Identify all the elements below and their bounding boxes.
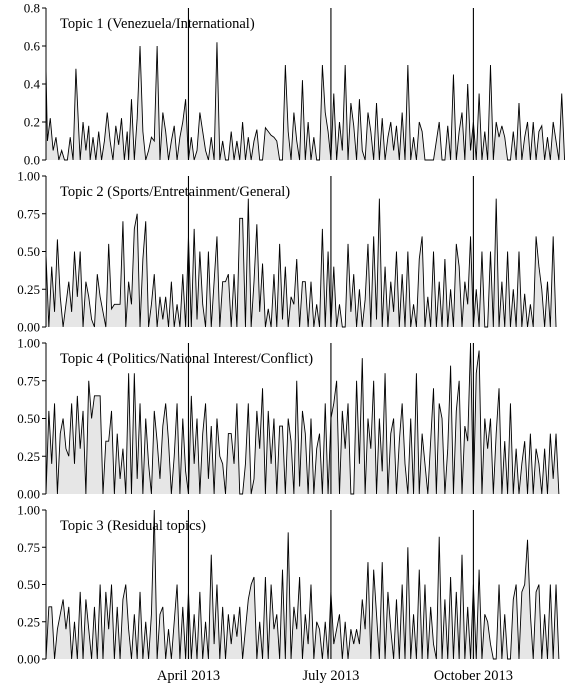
- y-tick-label: 0.6: [24, 39, 41, 54]
- series-line: [45, 198, 557, 328]
- y-tick-label: 0.2: [24, 115, 40, 130]
- area-fill: [46, 42, 565, 161]
- panel-title: Topic 4 (Politics/National Interest/Conf…: [60, 351, 313, 367]
- x-tick-label: October 2013: [434, 668, 513, 684]
- area-fill: [46, 198, 557, 327]
- y-tick-label: 0.75: [17, 373, 40, 388]
- y-tick-label: 0.25: [17, 282, 40, 297]
- panel-3: 0.00 0.25 0.50 0.75 1.00 Topic 4 (Politics/Na…: [17, 336, 560, 502]
- panel-2: 0.00 0.25 0.50 0.75 1.00 Topic 2 (Sports/Entr…: [17, 169, 557, 335]
- y-tick-label: 0.00: [17, 487, 40, 502]
- y-tick-label: 0.8: [24, 1, 40, 16]
- y-tick-label: 0.00: [17, 320, 40, 335]
- panel-1: 0.0 0.2 0.4 0.6 0.8 Topic 1 (Venezuela/Intern…: [24, 1, 566, 168]
- y-tick-label: 0.0: [24, 153, 40, 168]
- x-tick-label: July 2013: [303, 668, 360, 684]
- y-tick-label: 0.25: [17, 449, 40, 464]
- y-tick-label: 0.50: [17, 411, 40, 426]
- panel-title: Topic 3 (Residual topics): [60, 518, 206, 534]
- y-tick-label: 0.00: [17, 652, 40, 667]
- y-tick-label: 1.00: [17, 336, 40, 351]
- y-tick-label: 0.50: [17, 244, 40, 259]
- y-tick-label: 0.25: [17, 614, 40, 629]
- x-tick-label: April 2013: [157, 668, 220, 684]
- panel-title: Topic 2 (Sports/Entretainment/General): [60, 184, 290, 200]
- y-tick-label: 0.75: [17, 540, 40, 555]
- y-tick-label: 0.4: [24, 77, 41, 92]
- panel-title: Topic 1 (Venezuela/International): [60, 16, 255, 32]
- y-tick-label: 1.00: [17, 503, 40, 518]
- series-line: [45, 42, 566, 161]
- shared-x-axis: April 2013 July 2013 October 2013: [157, 668, 513, 684]
- y-tick-label: 0.50: [17, 577, 40, 592]
- y-tick-label: 1.00: [17, 169, 40, 184]
- y-tick-label: 0.75: [17, 206, 40, 221]
- panel-4: 0.00 0.25 0.50 0.75 1.00 Topic 3 (Residual to…: [17, 503, 560, 667]
